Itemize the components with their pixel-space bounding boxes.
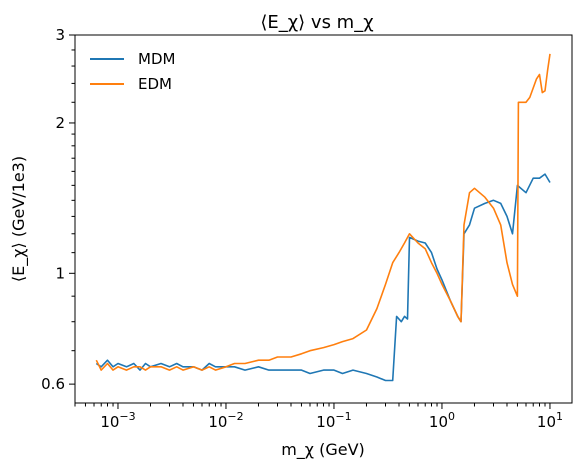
x-axis-title: m_χ (GeV) <box>281 440 365 460</box>
y-tick-label: 3 <box>55 26 65 44</box>
x-axis-ticks: 10−3 10−2 10−1 100 101 <box>74 403 563 431</box>
y-tick-label: 0.6 <box>41 375 65 393</box>
chart-title: ⟨E_χ⟩ vs m_χ <box>260 12 373 33</box>
legend-label-edm: EDM <box>138 75 172 93</box>
x-tick-label: 101 <box>537 410 563 431</box>
x-tick-label: 10−1 <box>316 410 351 431</box>
series-group <box>95 53 551 382</box>
x-tick-label: 10−3 <box>100 410 135 431</box>
x-tick-label: 100 <box>429 410 455 431</box>
plot-area: 10−3 10−2 10−1 100 101 0.6 1 2 3 <box>41 26 573 431</box>
series-line-mdm <box>95 173 551 382</box>
x-tick-label: 10−2 <box>208 410 243 431</box>
legend: MDM EDM <box>90 50 175 93</box>
series-line-edm <box>95 53 551 371</box>
y-axis-title: ⟨E_χ⟩ (GeV/1e3) <box>9 156 29 282</box>
y-tick-label: 1 <box>55 264 65 282</box>
y-tick-label: 2 <box>55 114 65 132</box>
y-axis-ticks: 0.6 1 2 3 <box>41 26 75 393</box>
legend-label-mdm: MDM <box>138 50 175 68</box>
